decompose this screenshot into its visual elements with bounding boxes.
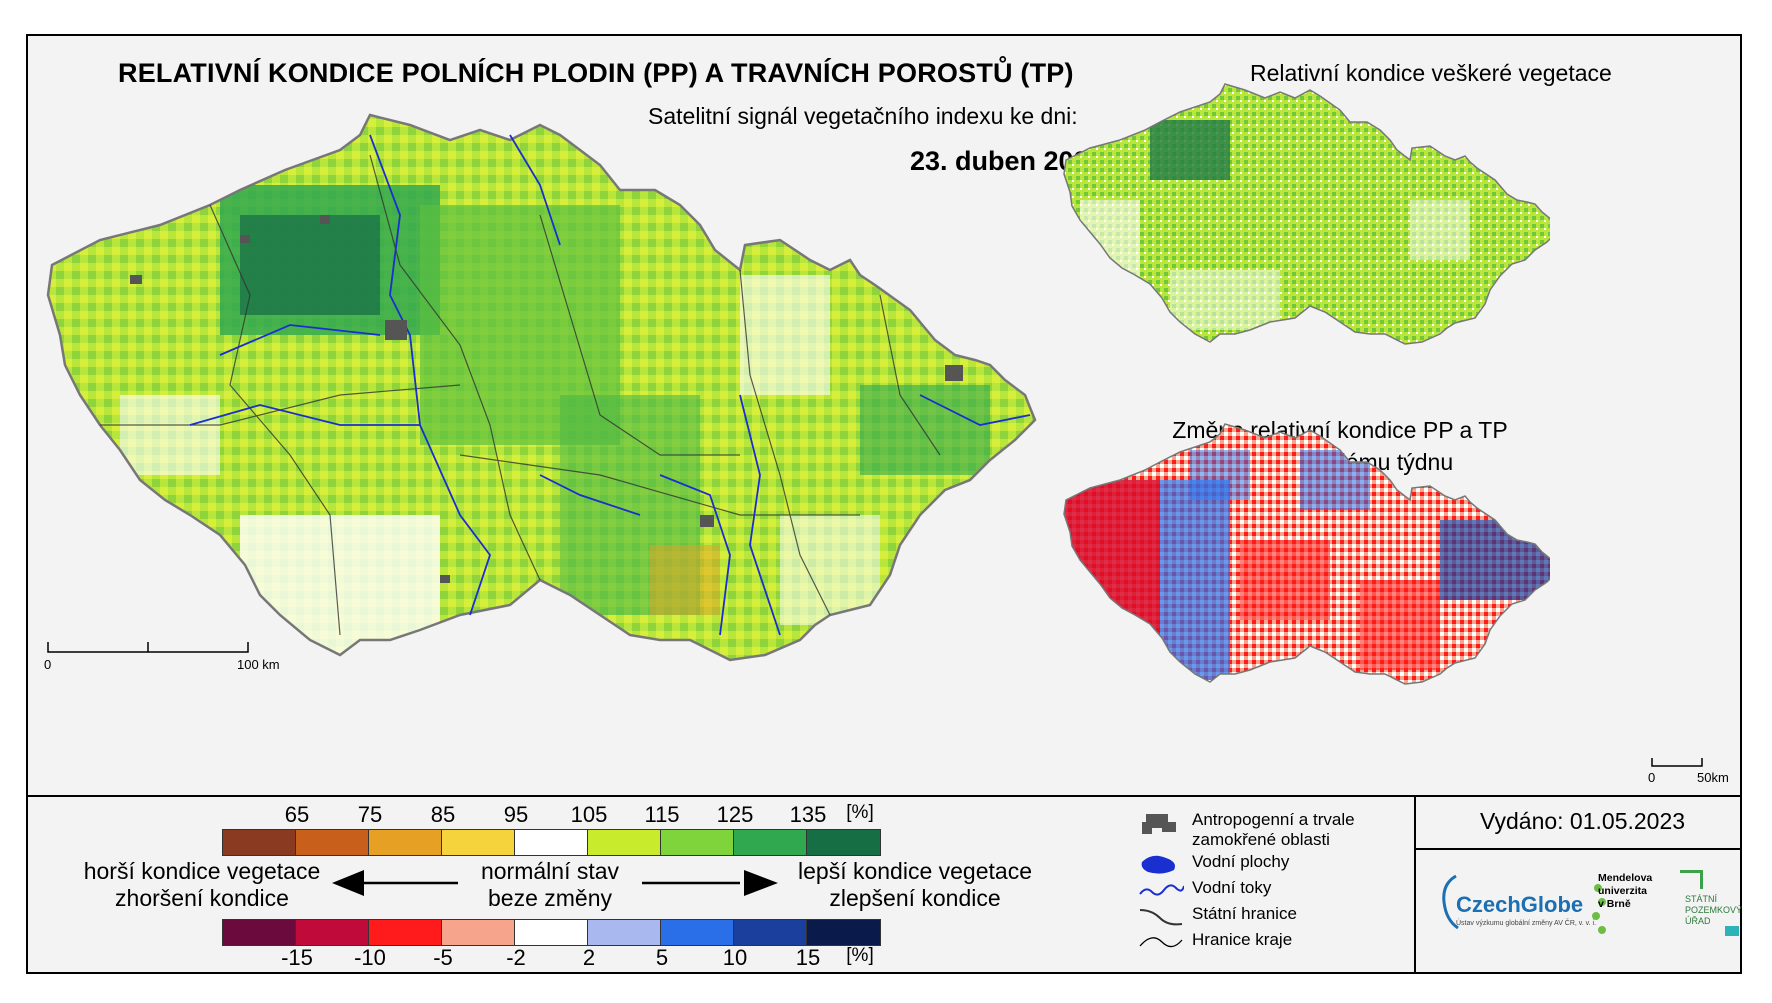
change-tick: -5 xyxy=(433,945,453,970)
change-tick: 5 xyxy=(655,945,669,970)
condition-color-swatch xyxy=(369,830,442,855)
change-color-ramp xyxy=(222,919,881,946)
inset-scale-bar xyxy=(1651,758,1703,767)
inset-vegetation-title: Relativní kondice veškeré vegetace xyxy=(1250,60,1612,86)
mendel-logo-icon xyxy=(1592,884,1606,934)
inset-vegetation-map xyxy=(1063,83,1550,345)
condition-tick: 95 xyxy=(503,802,529,827)
arrow-left-icon xyxy=(332,870,458,896)
condition-tick: 105 xyxy=(570,802,608,827)
legend-river: Vodní toky xyxy=(1138,878,1398,904)
condition-color-swatch xyxy=(515,830,588,855)
better-label: lepší kondice vegetace zlepšení kondice xyxy=(798,858,1032,911)
arrow-right-icon xyxy=(642,870,778,896)
legend-divider xyxy=(26,795,1742,797)
issued-underline xyxy=(1416,848,1742,850)
main-scale-start: 0 xyxy=(44,657,52,672)
urban-area-icon xyxy=(1142,814,1176,834)
change-color-swatch xyxy=(807,920,880,945)
condition-color-swatch xyxy=(223,830,296,855)
inset-change-map xyxy=(1063,423,1550,685)
condition-color-swatch xyxy=(807,830,880,855)
condition-color-swatch xyxy=(296,830,369,855)
change-ticks: -15 -10 -5 -2 2 5 10 15 [%] xyxy=(0,945,900,971)
condition-unit: [%] xyxy=(846,802,874,823)
condition-tick: 115 xyxy=(644,802,680,827)
change-tick: -2 xyxy=(506,945,526,970)
change-tick: 15 xyxy=(795,945,821,970)
map-legend: Antropogenní a trvale zamokřené oblasti V… xyxy=(1138,810,1398,956)
change-tick: -10 xyxy=(354,945,386,970)
main-scale-bar xyxy=(47,642,249,653)
spu-logo-accent xyxy=(1725,926,1739,936)
change-color-swatch xyxy=(588,920,661,945)
map-subtitle: Satelitní signál vegetačního indexu ke d… xyxy=(648,103,1078,129)
normal-label: normální stav beze změny xyxy=(480,858,620,911)
condition-tick: 75 xyxy=(357,802,383,827)
water-body-icon xyxy=(1141,855,1175,874)
change-color-swatch xyxy=(515,920,588,945)
change-tick: 2 xyxy=(582,945,596,970)
mendel-logo: Mendelova univerzita v Brně xyxy=(1598,872,1653,910)
condition-color-swatch xyxy=(442,830,515,855)
spu-logo: STÁTNÍ POZEMKOVÝ ÚŘAD xyxy=(1685,894,1743,926)
change-color-swatch xyxy=(442,920,515,945)
inset-scale-end: 50km xyxy=(1697,770,1729,785)
issued-divider xyxy=(1414,797,1416,974)
worse-label: horší kondice vegetace zhoršení kondice xyxy=(83,858,321,911)
condition-color-swatch xyxy=(734,830,807,855)
change-color-swatch xyxy=(734,920,807,945)
condition-tick: 125 xyxy=(716,802,754,827)
change-tick: 10 xyxy=(722,945,748,970)
change-unit: [%] xyxy=(846,945,874,966)
state-border-icon xyxy=(1139,909,1183,926)
czechglobe-logo: CzechGlobe Ústav výzkumu globální změny … xyxy=(1456,892,1597,927)
condition-ticks: 65 75 85 95 105 115 125 135 [%] xyxy=(0,802,900,828)
condition-tick: 135 xyxy=(789,802,827,827)
issued-date: Vydáno: 01.05.2023 xyxy=(1480,808,1686,834)
condition-tick: 65 xyxy=(284,802,310,827)
condition-color-swatch xyxy=(588,830,661,855)
main-condition-map xyxy=(46,113,1037,662)
condition-tick: 85 xyxy=(430,802,456,827)
change-color-swatch xyxy=(223,920,296,945)
condition-color-ramp xyxy=(222,829,881,856)
legend-region-border: Hranice kraje xyxy=(1138,930,1398,956)
change-color-swatch xyxy=(661,920,734,945)
change-color-swatch xyxy=(296,920,369,945)
legend-water-body: Vodní plochy xyxy=(1138,852,1398,878)
legend-urban: Antropogenní a trvale zamokřené oblasti xyxy=(1138,810,1398,852)
czechglobe-logo-icon xyxy=(1442,874,1459,930)
river-icon xyxy=(1139,884,1184,896)
inset-scale-start: 0 xyxy=(1648,770,1656,785)
map-title: RELATIVNÍ KONDICE POLNÍCH PLODIN (PP) A … xyxy=(118,58,1074,88)
main-scale-end: 100 km xyxy=(237,657,280,672)
change-tick: -15 xyxy=(281,945,313,970)
spu-logo-icon xyxy=(1680,870,1703,889)
change-color-swatch xyxy=(369,920,442,945)
legend-state-border: Státní hranice xyxy=(1138,904,1398,930)
condition-color-swatch xyxy=(661,830,734,855)
region-border-icon xyxy=(1139,937,1183,948)
